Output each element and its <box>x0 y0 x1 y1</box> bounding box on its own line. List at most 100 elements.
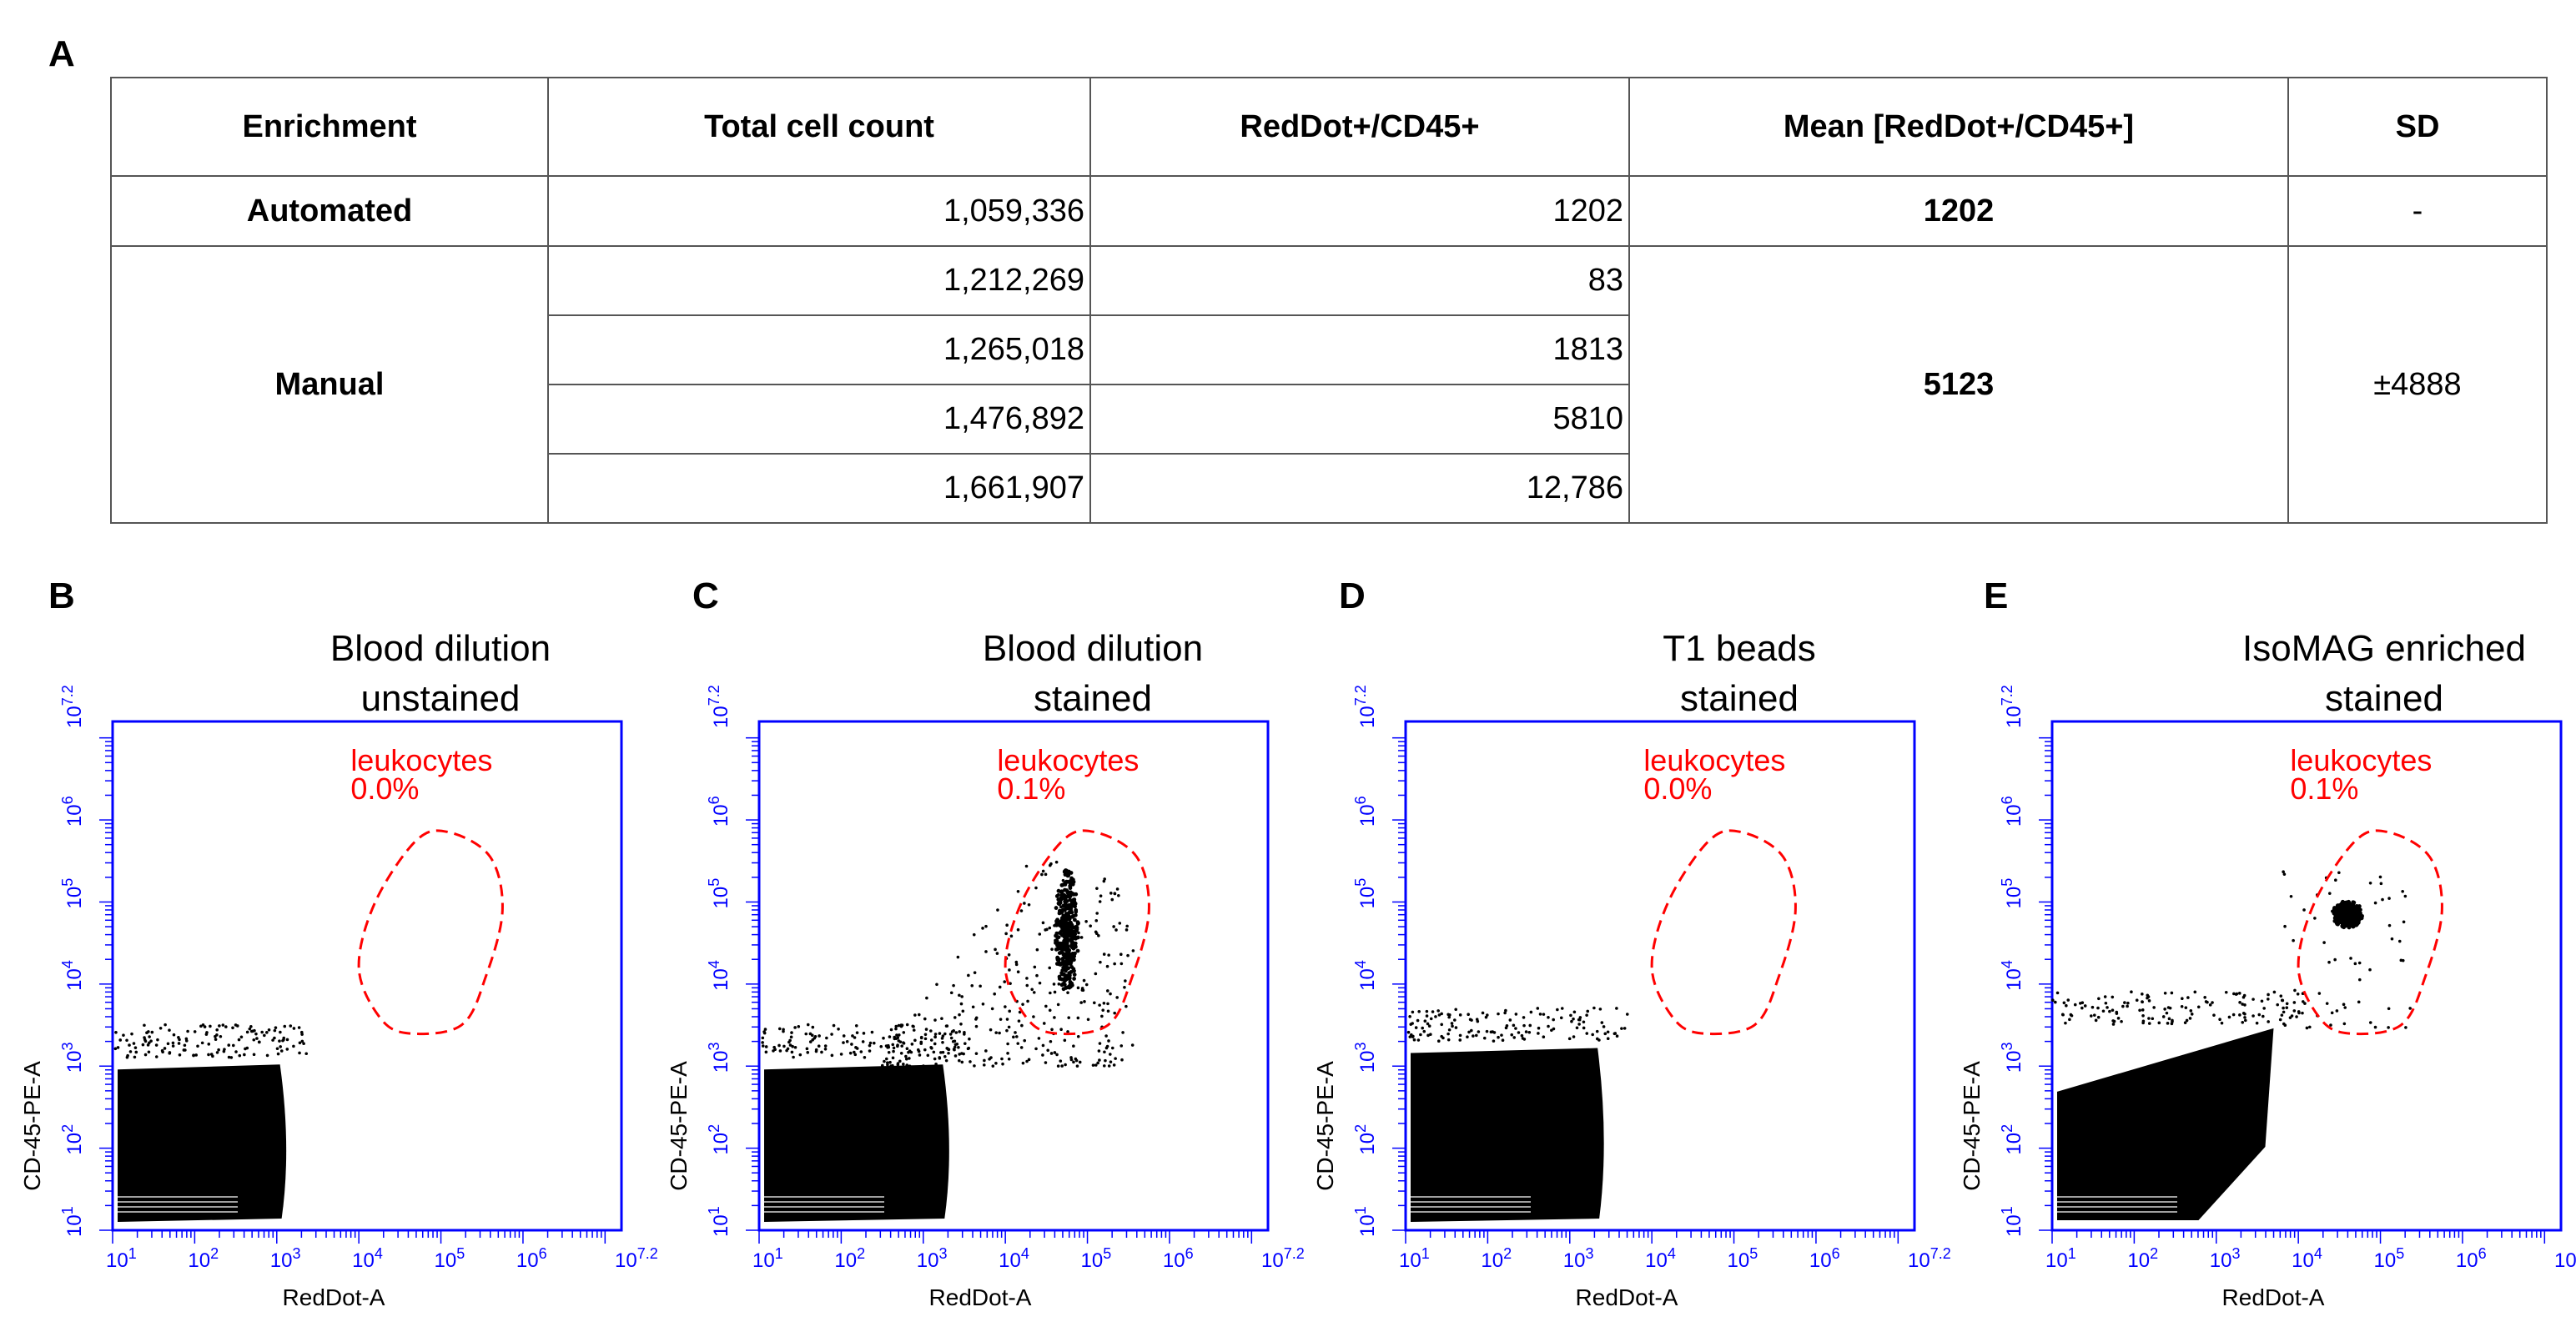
event-dot <box>285 1038 289 1042</box>
event-dot <box>1099 960 1102 964</box>
event-dot <box>1079 1001 1083 1004</box>
event-dot <box>1098 1058 1101 1062</box>
leukocyte-gate <box>357 829 504 1036</box>
event-dot <box>1522 1016 1526 1019</box>
event-dot <box>919 1035 923 1039</box>
event-dot <box>1595 1029 1599 1033</box>
cell-mean: 1202 <box>1628 175 2289 247</box>
event-dot <box>2168 1006 2172 1010</box>
event-dot <box>1037 1037 1041 1040</box>
event-dot <box>1032 1015 1035 1018</box>
event-dot <box>209 1024 212 1028</box>
event-dot <box>224 1025 228 1028</box>
event-dot <box>1041 1053 1044 1057</box>
event-dot <box>1131 949 1135 952</box>
event-dot <box>252 1053 256 1057</box>
y-tick-label: 104 <box>1999 960 2025 991</box>
event-dot <box>289 1024 293 1028</box>
event-dot <box>932 1050 936 1054</box>
event-dot <box>158 1026 163 1030</box>
event-dot <box>764 1045 768 1048</box>
event-dot <box>1073 944 1078 949</box>
event-dot <box>1603 1032 1607 1036</box>
event-dot <box>1079 936 1084 939</box>
event-dot <box>1009 934 1014 938</box>
event-dot <box>924 1028 928 1031</box>
event-dot <box>1053 923 1056 927</box>
event-dot <box>2237 992 2241 995</box>
event-dot <box>850 1043 853 1046</box>
event-dot <box>1113 892 1117 896</box>
event-dot <box>1025 977 1029 980</box>
event-dot <box>2283 1023 2287 1028</box>
event-dot <box>2278 1018 2282 1022</box>
gate-label: leukocytes <box>2290 743 2432 777</box>
event-dot <box>2163 1008 2166 1011</box>
event-dot <box>842 1041 845 1044</box>
event-dot <box>2341 919 2346 924</box>
event-dot <box>1049 1052 1054 1055</box>
event-dot <box>2343 903 2348 908</box>
event-dot <box>902 1031 906 1034</box>
event-dot <box>2332 918 2337 923</box>
event-dot <box>805 1047 809 1051</box>
dense-population <box>118 1064 287 1222</box>
event-dot <box>1567 1037 1572 1041</box>
event-dot <box>2368 968 2372 972</box>
event-dot <box>2330 1011 2334 1015</box>
event-dot <box>1055 947 1060 951</box>
event-dot <box>1075 1064 1079 1068</box>
event-dot <box>1057 902 1062 907</box>
event-dot <box>2211 1001 2214 1004</box>
event-dot <box>1114 1057 1117 1060</box>
event-dot <box>1061 965 1066 970</box>
event-dot <box>782 1029 785 1033</box>
event-dot <box>993 992 997 996</box>
event-dot <box>1426 1033 1430 1038</box>
table-row-manual-1: Manual 1,212,269 83 5123 ±4888 <box>110 245 2548 524</box>
event-dot <box>1074 907 1079 912</box>
event-dot <box>2402 920 2406 924</box>
event-dot <box>2066 998 2070 1002</box>
event-dot <box>1006 1042 1009 1046</box>
event-dot <box>1062 947 1067 951</box>
event-dot <box>2334 911 2338 916</box>
event-dot <box>1106 1002 1109 1006</box>
event-dot <box>1099 894 1103 897</box>
event-dot <box>1527 1030 1532 1034</box>
minor-ticks <box>1392 736 1899 1244</box>
event-dot <box>1038 932 1042 936</box>
event-dot <box>297 1026 301 1029</box>
event-dot <box>2241 1020 2245 1024</box>
event-dot <box>897 1023 901 1028</box>
event-dot <box>2161 1015 2166 1018</box>
event-dot <box>1069 914 1074 919</box>
event-dot <box>952 1048 956 1051</box>
event-dot <box>1041 869 1045 873</box>
event-dot <box>234 1050 238 1053</box>
event-dot <box>298 1041 302 1045</box>
event-dot <box>1414 1026 1418 1029</box>
event-dot <box>1069 900 1074 903</box>
event-dot <box>2123 1001 2126 1004</box>
event-dot <box>982 1063 986 1067</box>
event-dot <box>1038 981 1042 985</box>
event-dot <box>1606 1030 1610 1034</box>
event-dot <box>926 1053 930 1058</box>
event-dot <box>960 1060 964 1064</box>
event-dot <box>868 1041 873 1045</box>
event-dot <box>1468 1018 1472 1022</box>
event-dot <box>2354 922 2358 927</box>
event-dot <box>1501 1038 1505 1043</box>
event-dot <box>1030 988 1034 992</box>
event-dot <box>227 1055 231 1059</box>
event-dot <box>1104 1046 1109 1050</box>
y-tick-label: 101 <box>1999 1206 2025 1237</box>
event-dot <box>911 1024 915 1028</box>
event-dot <box>904 1054 908 1058</box>
event-dot <box>186 1029 189 1033</box>
event-dot <box>1620 1027 1623 1030</box>
event-dot <box>952 983 955 988</box>
event-dot <box>2243 1018 2247 1023</box>
event-dot <box>2368 882 2372 885</box>
